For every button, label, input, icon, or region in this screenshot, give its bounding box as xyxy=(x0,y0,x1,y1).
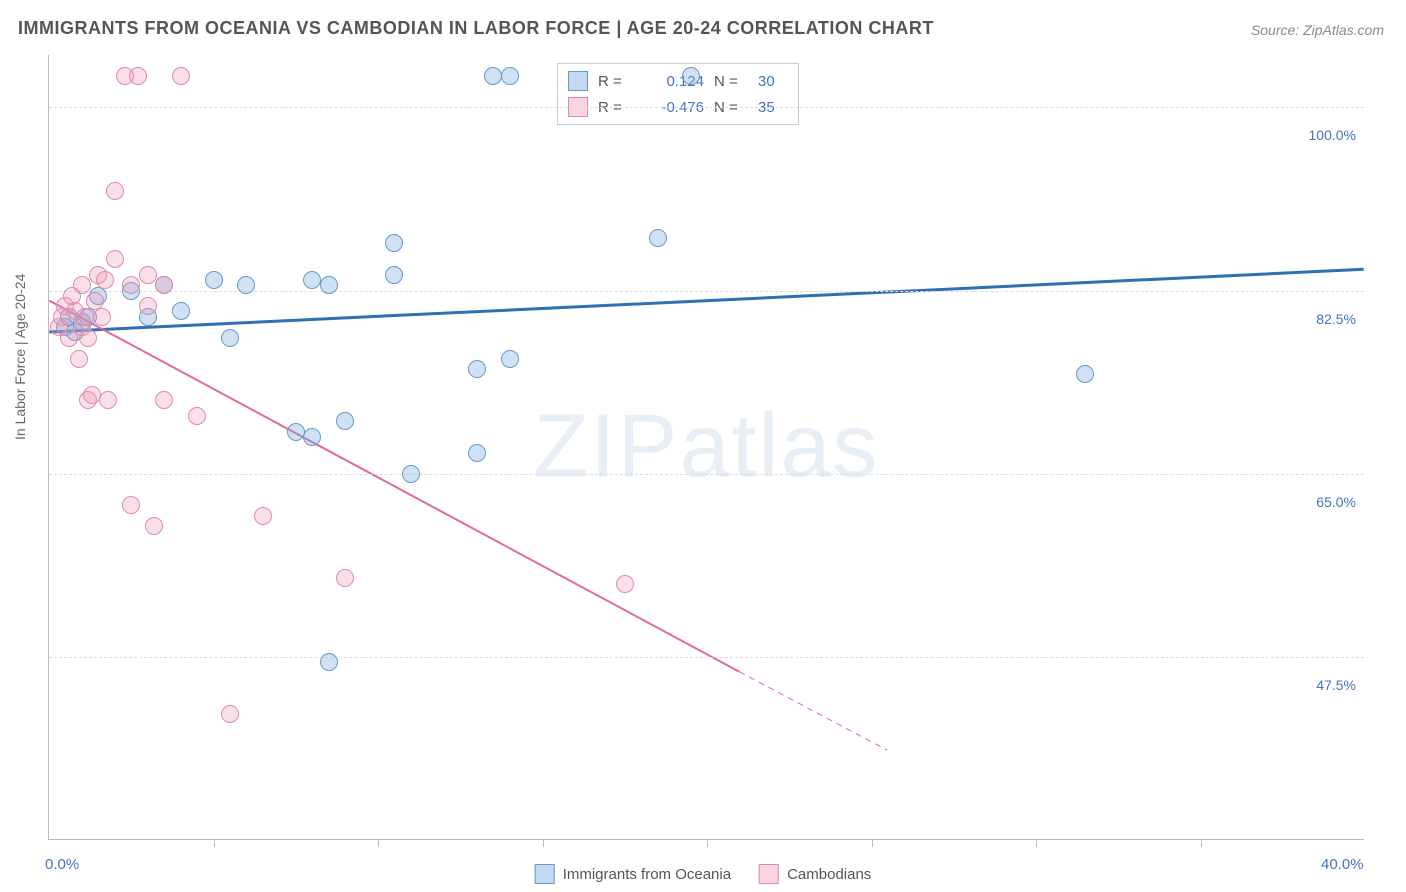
data-point xyxy=(96,271,114,289)
data-point xyxy=(155,391,173,409)
data-point xyxy=(287,423,305,441)
data-point xyxy=(682,67,700,85)
watermark-atlas: atlas xyxy=(679,397,879,497)
data-point xyxy=(106,250,124,268)
data-point xyxy=(336,569,354,587)
data-point xyxy=(1076,365,1094,383)
data-point xyxy=(93,308,111,326)
data-point xyxy=(468,444,486,462)
x-tick xyxy=(1201,839,1202,847)
watermark-zip: ZIP xyxy=(533,397,679,497)
x-tick xyxy=(1036,839,1037,847)
data-point xyxy=(106,182,124,200)
legend-series: Immigrants from Oceania Cambodians xyxy=(535,864,872,884)
data-point xyxy=(385,234,403,252)
x-tick-label: 0.0% xyxy=(45,856,79,873)
data-point xyxy=(122,496,140,514)
data-point xyxy=(205,271,223,289)
data-point xyxy=(129,67,147,85)
data-point xyxy=(79,329,97,347)
legend-label: Immigrants from Oceania xyxy=(563,866,731,883)
data-point xyxy=(649,229,667,247)
x-tick xyxy=(214,839,215,847)
y-tick-label: 82.5% xyxy=(1316,311,1356,327)
chart-title: IMMIGRANTS FROM OCEANIA VS CAMBODIAN IN … xyxy=(18,18,934,39)
legend-stat-row: R =0.124N =30 xyxy=(568,68,788,94)
y-tick-label: 65.0% xyxy=(1316,494,1356,510)
data-point xyxy=(303,271,321,289)
legend-label: Cambodians xyxy=(787,866,871,883)
data-point xyxy=(254,507,272,525)
data-point xyxy=(145,517,163,535)
data-point xyxy=(70,350,88,368)
data-point xyxy=(320,653,338,671)
y-tick-label: 47.5% xyxy=(1316,677,1356,693)
n-value: 30 xyxy=(758,73,788,90)
data-point xyxy=(99,391,117,409)
y-tick-label: 100.0% xyxy=(1309,127,1356,143)
n-label: N = xyxy=(714,73,748,90)
x-tick xyxy=(707,839,708,847)
data-point xyxy=(155,276,173,294)
data-point xyxy=(320,276,338,294)
source-label: Source: ZipAtlas.com xyxy=(1251,22,1384,38)
data-point xyxy=(501,350,519,368)
data-point xyxy=(188,407,206,425)
gridline xyxy=(49,474,1364,475)
data-point xyxy=(336,412,354,430)
data-point xyxy=(501,67,519,85)
gridline xyxy=(49,107,1364,108)
legend-item: Cambodians xyxy=(759,864,871,884)
regression-lines xyxy=(49,55,1364,839)
data-point xyxy=(76,308,94,326)
x-tick xyxy=(378,839,379,847)
r-label: R = xyxy=(598,73,632,90)
chart-container: IMMIGRANTS FROM OCEANIA VS CAMBODIAN IN … xyxy=(0,0,1406,892)
data-point xyxy=(303,428,321,446)
data-point xyxy=(237,276,255,294)
data-point xyxy=(484,67,502,85)
swatch-icon xyxy=(759,864,779,884)
data-point xyxy=(402,465,420,483)
legend-stats: R =0.124N =30R =-0.476N =35 xyxy=(557,63,799,125)
data-point xyxy=(468,360,486,378)
data-point xyxy=(83,386,101,404)
data-point xyxy=(221,705,239,723)
data-point xyxy=(73,276,91,294)
watermark: ZIPatlas xyxy=(533,396,879,499)
data-point xyxy=(122,276,140,294)
data-point xyxy=(139,266,157,284)
data-point xyxy=(172,67,190,85)
x-tick xyxy=(543,839,544,847)
y-axis-title: In Labor Force | Age 20-24 xyxy=(12,274,28,440)
swatch-icon xyxy=(568,71,588,91)
gridline xyxy=(49,657,1364,658)
plot-area: ZIPatlas R =0.124N =30R =-0.476N =35 47.… xyxy=(48,55,1364,840)
data-point xyxy=(616,575,634,593)
x-tick xyxy=(872,839,873,847)
swatch-icon xyxy=(535,864,555,884)
data-point xyxy=(172,302,190,320)
legend-item: Immigrants from Oceania xyxy=(535,864,731,884)
data-point xyxy=(221,329,239,347)
x-tick-label: 40.0% xyxy=(1321,856,1364,873)
data-point xyxy=(139,297,157,315)
data-point xyxy=(385,266,403,284)
